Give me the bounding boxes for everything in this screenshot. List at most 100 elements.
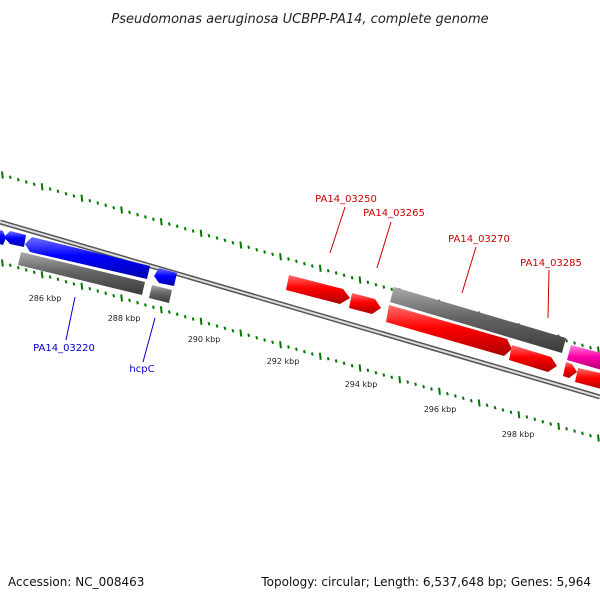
minor-tick <box>525 415 529 419</box>
minor-tick <box>287 345 290 349</box>
minor-tick <box>255 247 259 252</box>
gene-arrow-blue[interactable] <box>154 268 177 286</box>
gene-label[interactable]: PA14_03265 <box>363 208 425 219</box>
minor-tick <box>342 273 346 278</box>
minor-tick <box>96 289 100 293</box>
major-tick <box>358 364 362 372</box>
minor-tick <box>366 280 370 285</box>
minor-tick <box>112 293 116 298</box>
gene-arrow-blue[interactable] <box>25 237 150 279</box>
minor-tick <box>247 333 251 338</box>
minor-tick <box>334 271 338 275</box>
minor-tick <box>48 187 52 191</box>
minor-tick <box>271 252 274 257</box>
minor-tick <box>104 203 108 208</box>
major-tick <box>597 434 600 442</box>
major-tick <box>1 171 4 179</box>
minor-tick <box>48 275 52 279</box>
minor-tick <box>414 382 417 387</box>
minor-tick <box>350 275 354 280</box>
minor-tick <box>390 287 394 292</box>
minor-tick <box>16 177 20 182</box>
minor-tick <box>136 212 139 217</box>
gene-arrow-red[interactable] <box>509 345 557 372</box>
gene-arrow-blue[interactable] <box>0 229 6 245</box>
minor-tick <box>183 226 187 231</box>
major-tick <box>159 218 163 226</box>
major-tick <box>318 352 322 360</box>
scale-label: 294 kbp <box>345 380 378 389</box>
minor-tick <box>303 261 306 266</box>
gene-label[interactable]: PA14_03270 <box>448 234 510 245</box>
minor-tick <box>167 310 171 314</box>
minor-tick <box>56 189 60 194</box>
major-tick <box>239 329 243 337</box>
minor-tick <box>104 291 108 296</box>
gene-arrow-red[interactable] <box>386 305 512 356</box>
minor-tick <box>549 422 553 426</box>
major-tick <box>120 206 123 214</box>
minor-tick <box>303 349 306 354</box>
minor-tick <box>263 338 266 342</box>
inner-tick-row <box>1 259 600 442</box>
major-tick <box>1 259 4 267</box>
scale-label: 298 kbp <box>502 430 535 439</box>
minor-tick <box>175 224 179 229</box>
minor-tick <box>541 419 545 424</box>
minor-tick <box>461 396 465 401</box>
gene-block-gray[interactable] <box>390 287 566 353</box>
gene-block-gray[interactable] <box>149 285 172 303</box>
gene-label[interactable]: PA14_03220 <box>33 343 95 354</box>
scale-label: 288 kbp <box>108 314 141 323</box>
gene-arrow-red[interactable] <box>349 293 381 314</box>
gene-block-gray[interactable] <box>18 252 145 295</box>
gene-label[interactable]: PA14_03250 <box>315 194 377 205</box>
gene-arrow-red[interactable] <box>563 362 577 378</box>
minor-tick <box>382 373 386 377</box>
minor-tick <box>24 180 28 184</box>
minor-tick <box>207 321 211 326</box>
major-tick <box>477 399 481 407</box>
major-tick <box>398 376 402 384</box>
minor-tick <box>581 343 584 348</box>
gene-label[interactable]: hcpC <box>129 364 154 375</box>
minor-tick <box>310 264 314 268</box>
minor-tick <box>263 250 266 254</box>
minor-tick <box>573 341 576 345</box>
major-tick <box>279 341 282 349</box>
minor-tick <box>72 282 76 286</box>
minor-tick <box>56 277 60 282</box>
minor-tick <box>390 375 394 380</box>
gene-label[interactable]: PA14_03285 <box>520 258 582 269</box>
minor-tick <box>191 317 195 321</box>
minor-tick <box>573 429 576 433</box>
minor-tick <box>326 356 330 361</box>
genome-summary-text: Topology: circular; Length: 6,537,648 bp… <box>260 575 591 589</box>
minor-tick <box>271 340 274 345</box>
gene-arrow-red[interactable] <box>575 368 600 390</box>
minor-tick <box>326 268 330 273</box>
minor-tick <box>374 370 378 375</box>
minor-tick <box>144 303 147 307</box>
minor-tick <box>382 285 386 289</box>
gene-block-pink[interactable] <box>567 345 600 371</box>
minor-tick <box>509 410 513 415</box>
minor-tick <box>255 335 259 340</box>
gene-arrow-blue[interactable] <box>4 231 26 247</box>
label-leaders <box>65 206 550 363</box>
minor-tick <box>231 328 235 333</box>
minor-tick <box>422 384 425 389</box>
minor-tick <box>16 265 20 270</box>
minor-tick <box>96 201 100 205</box>
minor-tick <box>175 312 179 317</box>
minor-tick <box>454 394 457 398</box>
minor-tick <box>72 194 76 198</box>
minor-tick <box>152 305 155 310</box>
minor-tick <box>167 222 171 226</box>
major-tick <box>517 411 521 419</box>
minor-tick <box>446 391 449 396</box>
minor-tick <box>501 408 505 412</box>
minor-tick <box>136 300 139 305</box>
gene-arrow-red[interactable] <box>286 275 350 304</box>
